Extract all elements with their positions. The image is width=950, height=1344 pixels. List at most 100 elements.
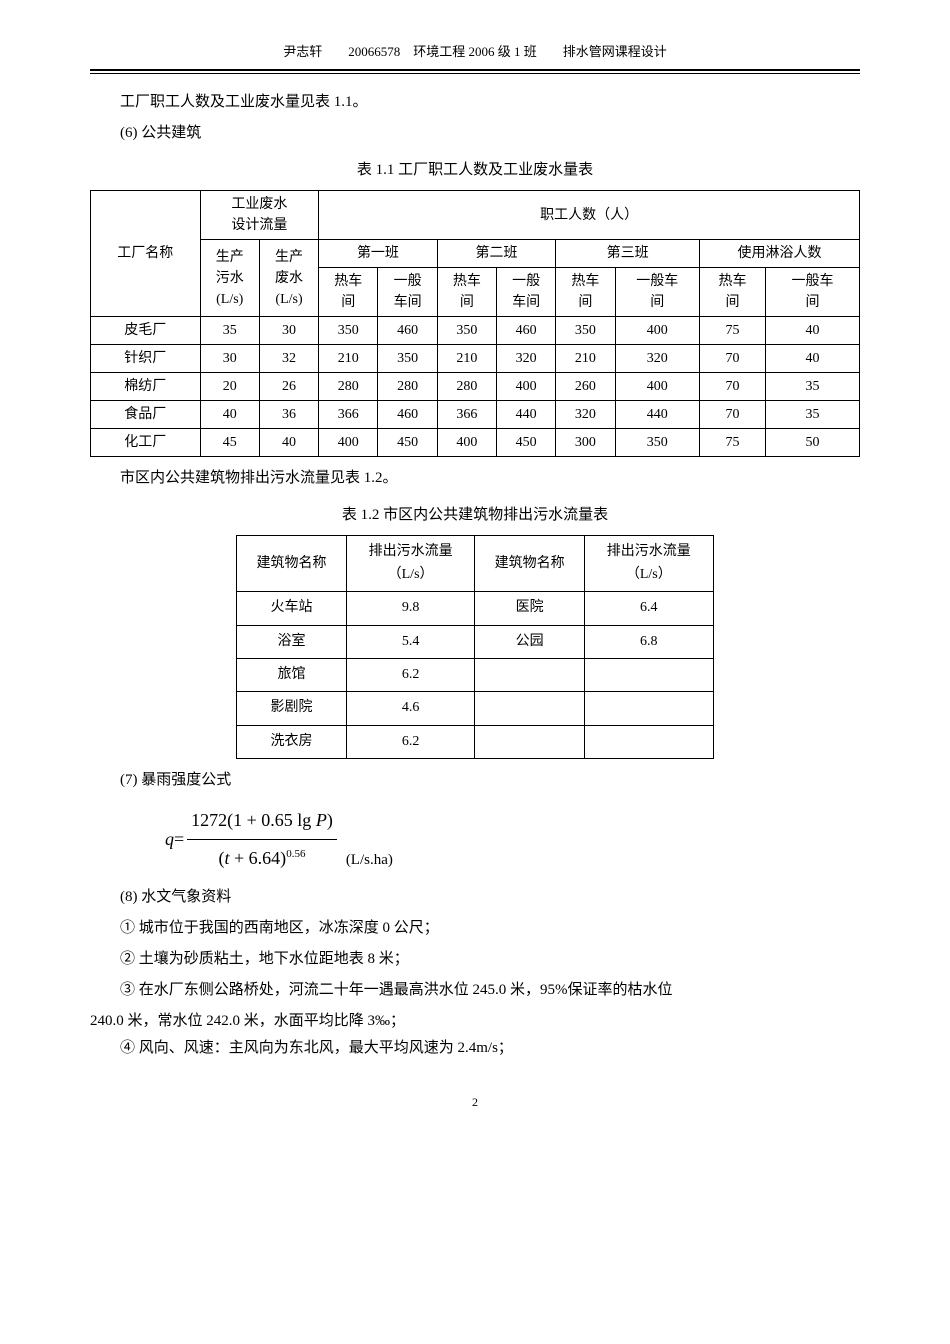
table-cell: 40 — [765, 345, 859, 373]
th-discharge: 排出污水流量 （L/s） — [584, 536, 713, 592]
table-cell: 400 — [497, 373, 556, 401]
table-cell: 450 — [378, 429, 437, 457]
table-cell: 210 — [319, 345, 378, 373]
table-cell: 440 — [497, 401, 556, 429]
cell-text: 热车 — [453, 274, 481, 289]
num-end: ) — [327, 810, 333, 830]
table-cell — [584, 658, 713, 691]
exponent: 0.56 — [286, 848, 305, 860]
table-cell: 70 — [700, 401, 766, 429]
table-cell: 6.2 — [346, 725, 475, 758]
cell-text: 排出污水流量 — [607, 544, 691, 559]
table-cell: 36 — [259, 401, 318, 429]
cell-text: 污水 — [216, 271, 244, 286]
th-waste: 生产 废水 (L/s) — [259, 240, 318, 317]
table-row: 棉纺厂20262802802804002604007035 — [91, 373, 860, 401]
th-shift3: 第三班 — [556, 240, 700, 268]
header-rule — [90, 73, 860, 74]
cell-text: 排出污水流量 — [369, 544, 453, 559]
table-cell: 320 — [497, 345, 556, 373]
table-cell: 460 — [378, 401, 437, 429]
table-cell: 40 — [259, 429, 318, 457]
cell-text: 间 — [725, 295, 739, 310]
th-building-name: 建筑物名称 — [475, 536, 584, 592]
cell-text: 车间 — [394, 295, 422, 310]
th-discharge: 排出污水流量 （L/s） — [346, 536, 475, 592]
table-cell: 45 — [200, 429, 259, 457]
table-cell: 320 — [556, 401, 615, 429]
table-cell — [475, 658, 584, 691]
table-cell: 影剧院 — [237, 692, 346, 725]
table-cell: 32 — [259, 345, 318, 373]
paragraph-8: ③ 在水厂东侧公路桥处，河流二十年一遇最高洪水位 245.0 米，95%保证率的… — [90, 977, 860, 1004]
table-cell: 210 — [437, 345, 496, 373]
table-row: 生产 污水 (L/s) 生产 废水 (L/s) 第一班 第二班 第三班 使用淋浴… — [91, 240, 860, 268]
table-row: 食品厂40363664603664403204407035 — [91, 401, 860, 429]
th-sewage: 生产 污水 (L/s) — [200, 240, 259, 317]
cell-text: (L/s) — [216, 292, 243, 307]
th-shower: 使用淋浴人数 — [700, 240, 860, 268]
table-cell: 公园 — [475, 625, 584, 658]
table-cell — [584, 692, 713, 725]
th-factory-name: 工厂名称 — [91, 191, 201, 317]
th-shift1: 第一班 — [319, 240, 438, 268]
denominator: (t + 6.64)0.56 — [215, 840, 310, 874]
table-cell: 40 — [200, 401, 259, 429]
cell-text: 生产 — [216, 250, 244, 265]
paragraph-3: 市区内公共建筑物排出污水流量见表 1.2。 — [90, 465, 860, 492]
cell-text: 一般车 — [791, 274, 833, 289]
formula: q = 1272(1 + 0.65 lg P) (t + 6.64)0.56 — [165, 804, 340, 874]
table-row: 影剧院4.6 — [237, 692, 713, 725]
cell-text: 工业废水 — [231, 197, 287, 212]
table-row: 针织厂30322103502103202103207040 — [91, 345, 860, 373]
table-row: 旅馆6.2 — [237, 658, 713, 691]
cell-text: (L/s) — [275, 292, 302, 307]
table-cell: 400 — [615, 317, 699, 345]
cell-text: 热车 — [718, 274, 746, 289]
table-cell: 旅馆 — [237, 658, 346, 691]
table-cell: 70 — [700, 373, 766, 401]
table-cell: 350 — [319, 317, 378, 345]
th-normal: 一般车间 — [378, 268, 437, 317]
table-cell: 35 — [765, 401, 859, 429]
table-cell: 火车站 — [237, 592, 346, 625]
table-cell: 260 — [556, 373, 615, 401]
cell-text: 间 — [650, 295, 664, 310]
cell-text: 间 — [460, 295, 474, 310]
th-normal: 一般车间 — [765, 268, 859, 317]
th-hot: 热车间 — [700, 268, 766, 317]
th-hot: 热车间 — [556, 268, 615, 317]
formula-equals: = — [174, 823, 184, 855]
cell-text: 间 — [341, 295, 355, 310]
paragraph-2: (6) 公共建筑 — [90, 120, 860, 147]
table-cell: 70 — [700, 345, 766, 373]
table-cell: 400 — [437, 429, 496, 457]
th-normal: 一般车间 — [615, 268, 699, 317]
table-cell: 400 — [319, 429, 378, 457]
cell-text: 设计流量 — [231, 218, 287, 233]
table-cell: 20 — [200, 373, 259, 401]
table-1: 工厂名称 工业废水 设计流量 职工人数（人） 生产 污水 (L/s) 生产 废水… — [90, 190, 860, 457]
table-cell: 300 — [556, 429, 615, 457]
cell-text: （L/s） — [626, 567, 672, 582]
table-cell — [584, 725, 713, 758]
table-cell: 50 — [765, 429, 859, 457]
table-cell: 9.8 — [346, 592, 475, 625]
cell-text: 车间 — [512, 295, 540, 310]
cell-text: 一般车 — [636, 274, 678, 289]
cell-text: 间 — [578, 295, 592, 310]
table-cell: 皮毛厂 — [91, 317, 201, 345]
table-cell: 350 — [615, 429, 699, 457]
table-cell: 26 — [259, 373, 318, 401]
table-cell: 洗衣房 — [237, 725, 346, 758]
table-cell: 35 — [200, 317, 259, 345]
paragraph-1: 工厂职工人数及工业废水量见表 1.1。 — [90, 89, 860, 116]
th-shift2: 第二班 — [437, 240, 556, 268]
table-cell: 40 — [765, 317, 859, 345]
table-cell: 366 — [319, 401, 378, 429]
table-cell: 280 — [319, 373, 378, 401]
th-hot: 热车间 — [319, 268, 378, 317]
table2-title: 表 1.2 市区内公共建筑物排出污水流量表 — [90, 502, 860, 529]
table-cell: 4.6 — [346, 692, 475, 725]
table-2: 建筑物名称 排出污水流量 （L/s） 建筑物名称 排出污水流量 （L/s） 火车… — [236, 535, 713, 759]
